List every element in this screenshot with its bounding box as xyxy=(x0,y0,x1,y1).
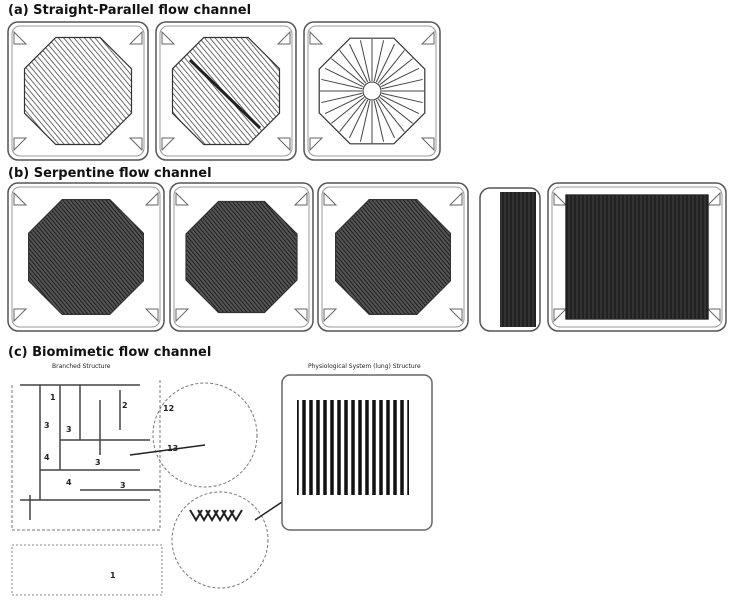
caption: Physiological System (lung) Structure xyxy=(308,363,421,370)
label-number: 4 xyxy=(44,453,50,462)
zoom-circle xyxy=(172,492,268,588)
plate-outline xyxy=(12,380,160,530)
flow-field xyxy=(500,192,536,327)
flow-field xyxy=(566,195,708,319)
label-number: 3 xyxy=(95,458,101,467)
flow-field xyxy=(173,38,280,145)
flow-field xyxy=(186,202,297,313)
label-number: 3 xyxy=(66,425,72,434)
detail-box xyxy=(12,545,162,595)
flow-field xyxy=(336,200,451,315)
label-number: 4 xyxy=(66,478,72,487)
flow-field xyxy=(297,400,409,495)
panel-heading: (c) Biomimetic flow channel xyxy=(8,345,211,360)
caption: Branched Structure xyxy=(52,363,111,370)
flow-field xyxy=(29,200,144,315)
panel-heading: (b) Serpentine flow channel xyxy=(8,166,212,181)
figure-canvas: (a) Straight-Parallel flow channel (b) S… xyxy=(0,0,729,603)
zoom-circle xyxy=(153,383,257,487)
label-number: 1 xyxy=(110,571,116,580)
label-number: 12 xyxy=(163,404,174,413)
label-number: 2 xyxy=(122,401,128,410)
flow-field xyxy=(25,38,132,145)
label-number: 1 xyxy=(50,393,56,402)
label-number: 3 xyxy=(44,421,50,430)
panel-heading: (a) Straight-Parallel flow channel xyxy=(8,3,251,18)
label-number: 3 xyxy=(120,481,126,490)
label-number: 13 xyxy=(167,444,178,453)
figure: (a) Straight-Parallel flow channel (b) S… xyxy=(0,0,729,603)
